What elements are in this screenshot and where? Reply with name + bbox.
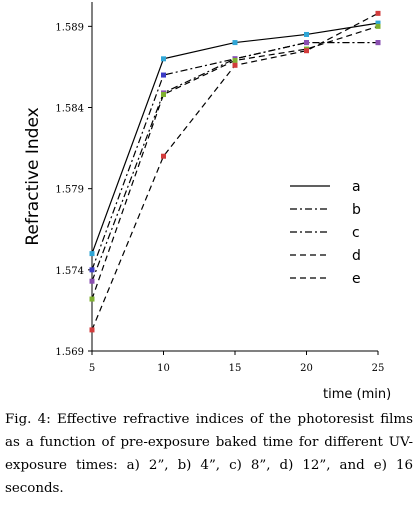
series-line-b [91, 41, 378, 271]
data-point-e [304, 48, 309, 54]
data-point-d [232, 57, 238, 63]
data-point-a [304, 31, 309, 37]
data-point-c [89, 278, 95, 284]
data-point-c [304, 40, 309, 46]
data-point-e [161, 153, 166, 159]
data-point-d [89, 296, 95, 302]
legend-label-b: b [352, 202, 361, 218]
data-point-a [232, 40, 238, 46]
legend-label-e: e [352, 271, 361, 287]
data-point-a [375, 20, 381, 26]
y-tick-label: 1.569 [55, 347, 84, 358]
data-point-d [161, 92, 166, 98]
data-point-a [89, 251, 95, 257]
series-markers [89, 10, 381, 333]
y-tick-label: 1.579 [55, 185, 84, 196]
y-tick-label: 1.584 [55, 104, 84, 115]
x-tick-label: 25 [372, 363, 385, 374]
x-tick-label: 5 [89, 363, 95, 374]
data-point-b [161, 72, 166, 78]
y-tick-label: 1.574 [55, 266, 84, 277]
data-point-e [89, 327, 95, 333]
y-tick-label: 1.589 [55, 22, 84, 33]
data-point-d [375, 23, 381, 29]
data-point-b [89, 267, 95, 273]
legend-label-d: d [352, 248, 361, 264]
x-tick-label: 10 [157, 363, 170, 374]
figure-caption: Fig. 4: Effective refractive indices of … [5, 412, 413, 496]
series-line-c [91, 41, 378, 282]
legend-label-c: c [352, 225, 360, 241]
x-ticks: 5 10 15 20 25 [89, 351, 385, 374]
data-point-e [232, 62, 238, 68]
x-tick-label: 15 [229, 363, 242, 374]
x-axis-label: time (min) [323, 387, 391, 402]
refractive-index-chart: 1.569 1.574 1.579 1.584 1.589 5 10 15 20 25 abcd… [23, 2, 391, 402]
data-point-a [161, 56, 166, 62]
legend-label-a: a [352, 179, 361, 195]
data-point-e [375, 10, 381, 16]
y-ticks: 1.569 1.574 1.579 1.584 1.589 [55, 22, 92, 358]
y-axis-label: Refractive Index [23, 107, 43, 245]
x-tick-label: 20 [300, 363, 313, 374]
data-point-c [375, 40, 381, 46]
